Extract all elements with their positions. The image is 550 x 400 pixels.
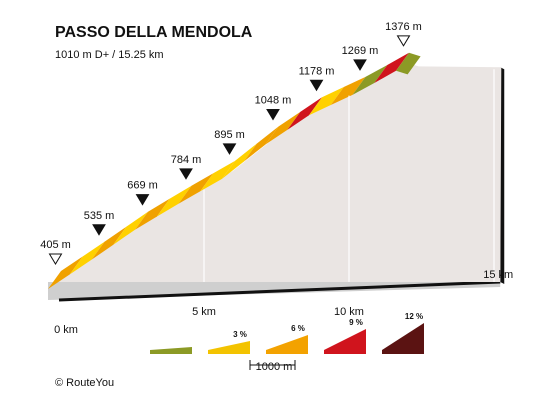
distance-tick-label: 0 km bbox=[54, 324, 78, 336]
elevation-marker bbox=[48, 253, 63, 265]
elevation-marker bbox=[135, 194, 150, 206]
distance-ticks: 0 km 5 km 10 km 15 km bbox=[54, 69, 513, 336]
elevation-marker bbox=[309, 79, 324, 92]
elevation-label: 1048 m bbox=[255, 95, 292, 107]
legend-swatch bbox=[382, 323, 424, 354]
grade-segment bbox=[265, 111, 301, 145]
chart-subtitle: 1010 m D+ / 15.25 km bbox=[55, 49, 164, 61]
grade-segment bbox=[113, 211, 148, 245]
grade-segment bbox=[156, 185, 192, 217]
elevation-marker bbox=[222, 143, 237, 155]
distance-tick-label: 5 km bbox=[192, 306, 216, 318]
elevation-label: 784 m bbox=[171, 154, 202, 166]
copyright-text: © RouteYou bbox=[55, 377, 114, 389]
elevation-label: 1178 m bbox=[299, 65, 335, 77]
profile-base bbox=[48, 67, 505, 302]
legend-grade-label: 9 % bbox=[349, 318, 363, 327]
legend-swatch bbox=[266, 335, 308, 354]
elevation-marker bbox=[266, 109, 280, 121]
chart-title: PASSO DELLA MENDOLA bbox=[55, 24, 253, 41]
profile-end-wall bbox=[500, 67, 505, 284]
distance-tick-label: 15 km bbox=[483, 269, 513, 281]
grade-segment bbox=[200, 160, 235, 192]
grade-segment bbox=[396, 52, 421, 75]
grade-segment bbox=[69, 241, 105, 275]
elevation-marker bbox=[353, 59, 367, 71]
legend-scale-label: 1000 m bbox=[256, 361, 293, 373]
elevation-label: 1376 m bbox=[385, 21, 422, 33]
elevation-label: 669 m bbox=[127, 180, 158, 192]
profile-side-area bbox=[59, 62, 502, 282]
grade-segment bbox=[287, 97, 322, 130]
elevation-marker bbox=[92, 224, 106, 236]
legend-swatch bbox=[208, 341, 250, 354]
grade-segment bbox=[243, 126, 279, 162]
grade-legend: 3 % 6 % 9 % 12 % 1000 m bbox=[150, 312, 424, 373]
elevation-label: 535 m bbox=[84, 210, 115, 222]
profile-side-wall bbox=[59, 62, 502, 282]
legend-swatch bbox=[324, 329, 366, 354]
elevation-marker bbox=[396, 35, 411, 47]
elevation-markers: 405 m 535 m 669 m 784 m 895 m 1048 m 1178 m 126… bbox=[40, 21, 422, 265]
legend-swatch bbox=[150, 347, 192, 354]
grade-segment bbox=[135, 198, 170, 230]
grade-segment bbox=[309, 87, 344, 116]
profile-segments bbox=[48, 52, 421, 289]
grade-segment bbox=[352, 65, 388, 95]
elevation-label: 895 m bbox=[214, 129, 245, 141]
legend-grade-label: 3 % bbox=[233, 330, 247, 339]
elevation-label: 405 m bbox=[40, 239, 71, 251]
profile-base-edge bbox=[58, 280, 501, 302]
grade-segment bbox=[178, 173, 214, 204]
grade-segment bbox=[330, 76, 366, 105]
grade-segment bbox=[374, 52, 409, 83]
distance-tick-label: 10 km bbox=[334, 306, 364, 318]
grade-segment bbox=[48, 256, 83, 289]
elevation-marker bbox=[179, 168, 193, 180]
legend-grade-label: 12 % bbox=[405, 312, 423, 321]
grade-segment bbox=[222, 143, 257, 179]
legend-grade-label: 6 % bbox=[291, 324, 305, 333]
grade-segment bbox=[91, 226, 127, 260]
elevation-label: 1269 m bbox=[342, 45, 379, 57]
